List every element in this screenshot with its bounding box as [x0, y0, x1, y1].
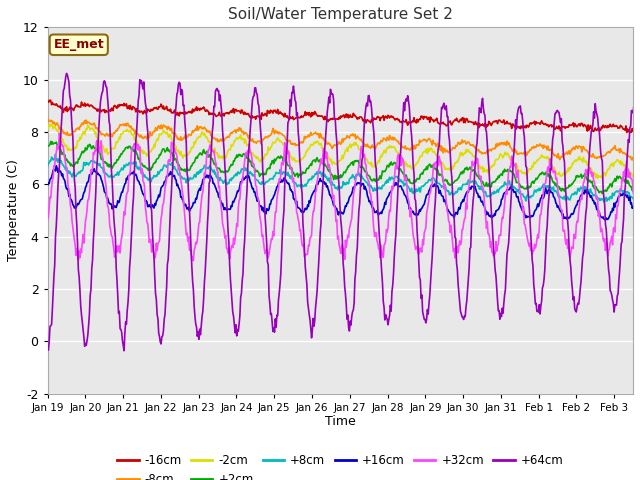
+32cm: [227, 245, 235, 251]
+32cm: [257, 222, 265, 228]
+32cm: [44, 217, 51, 223]
-2cm: [45, 121, 53, 127]
+16cm: [115, 199, 123, 204]
-2cm: [447, 168, 455, 173]
+2cm: [635, 192, 640, 197]
+16cm: [447, 212, 455, 217]
Y-axis label: Temperature (C): Temperature (C): [7, 159, 20, 262]
-16cm: [115, 102, 123, 108]
-2cm: [280, 142, 287, 147]
-8cm: [278, 132, 286, 137]
+2cm: [257, 172, 264, 178]
-2cm: [413, 160, 421, 166]
+64cm: [44, 344, 51, 350]
-16cm: [447, 121, 455, 127]
+16cm: [257, 204, 264, 209]
+16cm: [280, 178, 287, 183]
+64cm: [448, 174, 456, 180]
+64cm: [115, 309, 123, 314]
+16cm: [44, 182, 51, 188]
-16cm: [44, 97, 51, 103]
-16cm: [227, 109, 234, 115]
+32cm: [56, 131, 63, 136]
X-axis label: Time: Time: [325, 415, 356, 429]
+2cm: [44, 144, 51, 149]
+8cm: [447, 190, 455, 196]
+2cm: [280, 158, 287, 164]
+64cm: [120, 348, 128, 354]
-2cm: [44, 127, 51, 133]
+2cm: [413, 176, 421, 181]
-2cm: [115, 134, 123, 140]
Line: +8cm: +8cm: [47, 154, 640, 204]
-8cm: [446, 146, 454, 152]
+2cm: [447, 182, 455, 188]
-16cm: [413, 117, 421, 122]
Line: +32cm: +32cm: [47, 133, 640, 261]
+8cm: [44, 163, 51, 169]
-16cm: [257, 112, 264, 118]
-2cm: [227, 147, 234, 153]
Legend: -16cm, -8cm, -2cm, +2cm, +8cm, +16cm, +32cm, +64cm: -16cm, -8cm, -2cm, +2cm, +8cm, +16cm, +3…: [117, 455, 563, 480]
-8cm: [256, 138, 264, 144]
+2cm: [115, 154, 123, 159]
Line: -2cm: -2cm: [47, 124, 640, 180]
Line: -8cm: -8cm: [47, 118, 640, 161]
+32cm: [280, 154, 288, 159]
-16cm: [280, 111, 287, 117]
-16cm: [46, 97, 54, 103]
+64cm: [280, 207, 288, 213]
Text: EE_met: EE_met: [54, 38, 104, 51]
+2cm: [47, 139, 54, 144]
+8cm: [280, 169, 287, 175]
+16cm: [227, 206, 234, 212]
-2cm: [632, 177, 639, 183]
+8cm: [115, 169, 123, 175]
-2cm: [257, 159, 264, 165]
+32cm: [115, 243, 123, 249]
Line: +16cm: +16cm: [47, 166, 640, 223]
+64cm: [227, 287, 235, 292]
-8cm: [630, 158, 637, 164]
-8cm: [115, 125, 122, 131]
-8cm: [44, 115, 51, 121]
-8cm: [226, 132, 234, 138]
+64cm: [414, 241, 422, 247]
+2cm: [227, 164, 234, 169]
+64cm: [63, 71, 70, 76]
+8cm: [52, 151, 60, 157]
+8cm: [413, 189, 421, 194]
+16cm: [413, 212, 421, 217]
Line: +64cm: +64cm: [47, 73, 640, 351]
+8cm: [637, 201, 640, 207]
-16cm: [633, 130, 640, 136]
Line: -16cm: -16cm: [47, 100, 640, 133]
+32cm: [189, 258, 197, 264]
+32cm: [448, 231, 456, 237]
+8cm: [257, 180, 264, 186]
+64cm: [257, 135, 265, 141]
-8cm: [413, 142, 420, 147]
+32cm: [414, 250, 422, 255]
+8cm: [227, 176, 234, 182]
Title: Soil/Water Temperature Set 2: Soil/Water Temperature Set 2: [228, 7, 452, 22]
+16cm: [52, 163, 60, 168]
Line: +2cm: +2cm: [47, 142, 640, 194]
